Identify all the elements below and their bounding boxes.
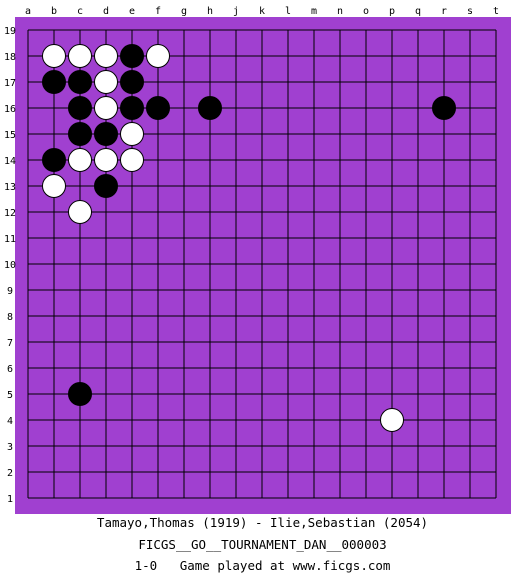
column-label: g: [181, 6, 187, 17]
row-label: 14: [4, 156, 16, 167]
result-caption: 1-0 Game played at www.ficgs.com: [134, 558, 391, 573]
board-surface: [15, 17, 511, 514]
white-stone: [94, 96, 118, 120]
row-label: 7: [7, 338, 13, 349]
black-stone: [120, 44, 144, 68]
column-label: n: [337, 6, 343, 17]
row-label: 18: [4, 52, 16, 63]
white-stone: [94, 70, 118, 94]
row-label: 3: [7, 442, 13, 453]
black-stone: [68, 96, 92, 120]
black-stone: [198, 96, 222, 120]
row-label: 2: [7, 468, 13, 479]
black-stone: [432, 96, 456, 120]
black-stone: [94, 122, 118, 146]
column-label: e: [129, 6, 135, 17]
row-label: 9: [7, 286, 13, 297]
row-label: 10: [4, 260, 16, 271]
row-label: 8: [7, 312, 13, 323]
column-label: r: [441, 6, 447, 17]
black-stone: [42, 70, 66, 94]
column-label: f: [155, 6, 161, 17]
column-label: s: [467, 6, 473, 17]
white-stone: [120, 148, 144, 172]
row-label: 15: [4, 130, 16, 141]
white-stone: [68, 148, 92, 172]
row-label: 17: [4, 78, 16, 89]
row-label: 12: [4, 208, 16, 219]
white-stone: [94, 44, 118, 68]
black-stone: [94, 174, 118, 198]
row-label: 19: [4, 26, 16, 37]
column-label: q: [415, 6, 421, 17]
white-stone: [380, 408, 404, 432]
column-label: c: [77, 6, 83, 17]
black-stone: [68, 122, 92, 146]
white-stone: [68, 200, 92, 224]
column-label: a: [25, 6, 31, 17]
black-stone: [146, 96, 170, 120]
column-label: o: [363, 6, 369, 17]
column-label: j: [233, 6, 239, 17]
white-stone: [42, 174, 66, 198]
row-label: 5: [7, 390, 13, 401]
players-caption: Tamayo,Thomas (1919) - Ilie,Sebastian (2…: [96, 515, 429, 530]
row-label: 6: [7, 364, 13, 375]
row-label: 4: [7, 416, 13, 427]
black-stone: [42, 148, 66, 172]
white-stone: [94, 148, 118, 172]
white-stone: [120, 122, 144, 146]
white-stone: [68, 44, 92, 68]
black-stone: [68, 382, 92, 406]
row-label: 16: [4, 104, 16, 115]
column-label: b: [51, 6, 57, 17]
black-stone: [120, 96, 144, 120]
black-stone: [120, 70, 144, 94]
column-label: h: [207, 6, 213, 17]
column-label: k: [259, 6, 265, 17]
column-label: d: [103, 6, 109, 17]
row-label: 13: [4, 182, 16, 193]
row-label: 1: [7, 494, 13, 505]
white-stone: [146, 44, 170, 68]
column-label: l: [285, 6, 291, 17]
row-label: 11: [4, 234, 16, 245]
column-label: p: [389, 6, 395, 17]
black-stone: [68, 70, 92, 94]
column-label: m: [311, 6, 317, 17]
white-stone: [42, 44, 66, 68]
event-caption: FICGS__GO__TOURNAMENT_DAN__000003: [138, 537, 387, 552]
column-label: t: [493, 6, 499, 17]
